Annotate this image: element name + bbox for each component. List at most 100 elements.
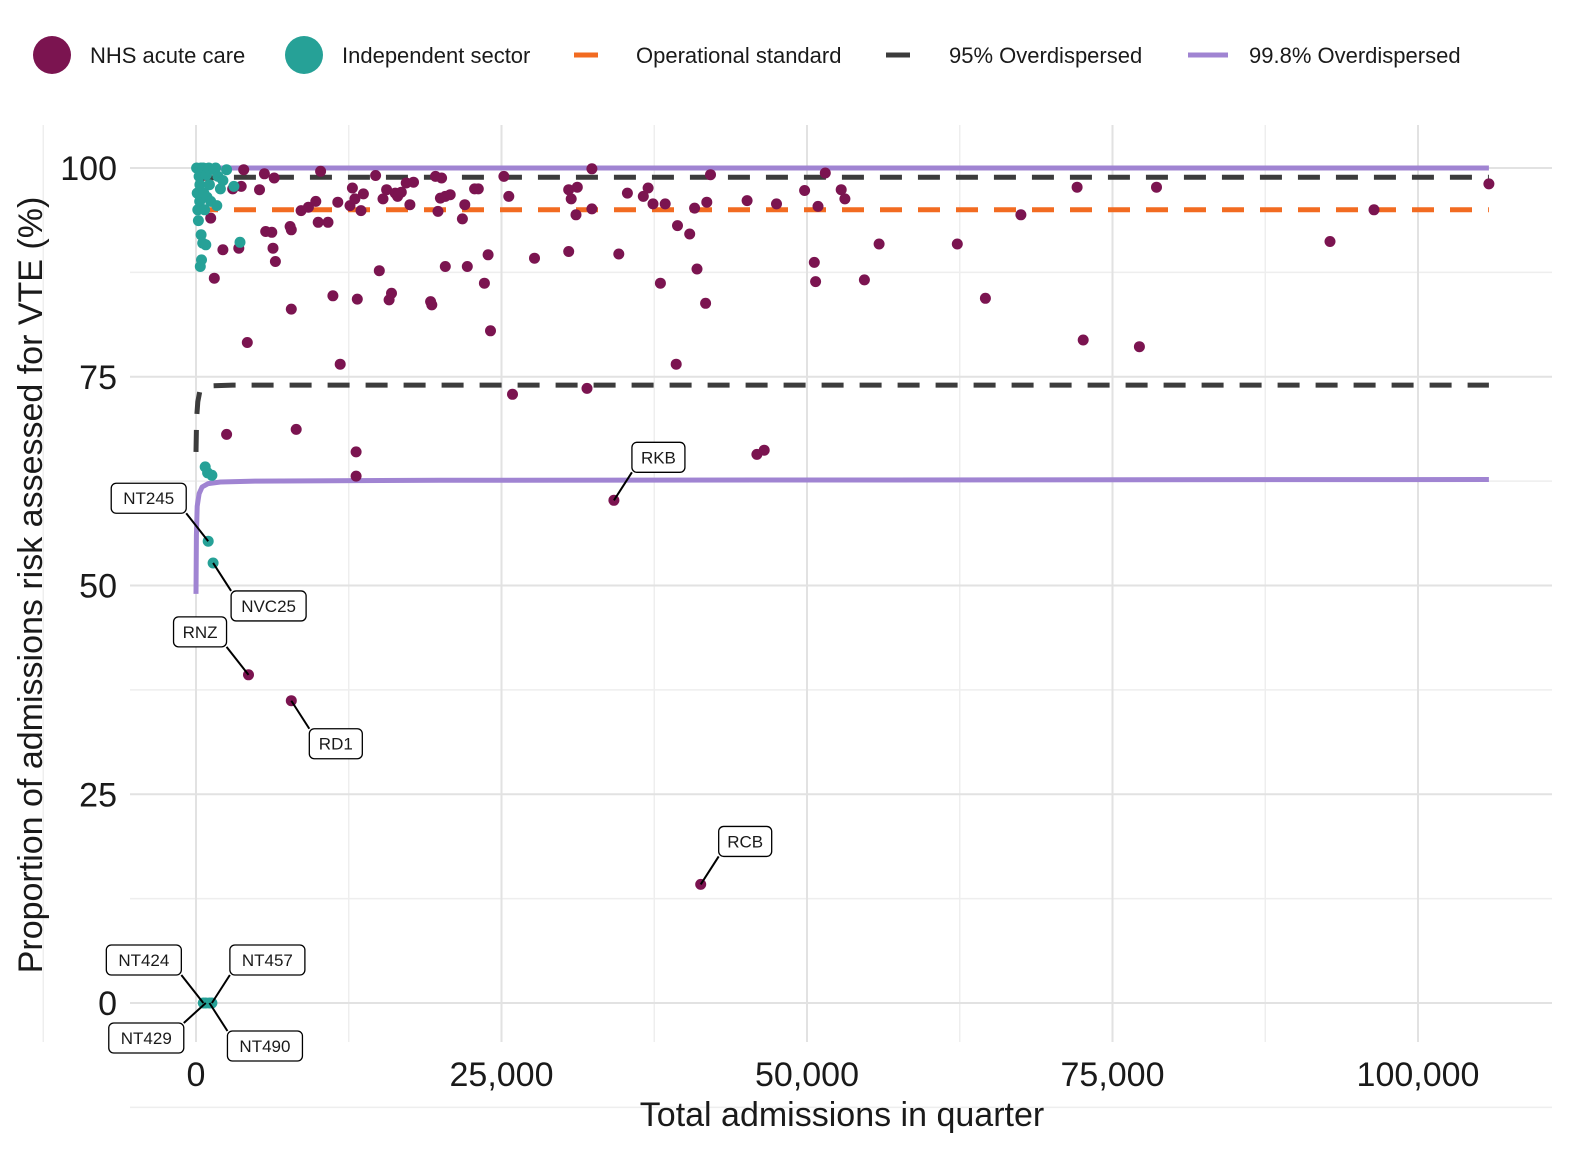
data-point-nhs-acute-care bbox=[1071, 181, 1083, 193]
data-point-nhs-acute-care bbox=[1151, 181, 1162, 193]
data-point-nhs-acute-care bbox=[426, 299, 438, 311]
annotations: NT245 NVC25 RNZ RD1 RKB RCB NT424 NT457 NT429 NT4… bbox=[105, 441, 773, 1062]
data-point-nhs-acute-care bbox=[1077, 334, 1089, 346]
data-point-nhs-acute-care bbox=[485, 325, 496, 337]
data-point-nhs-acute-care bbox=[254, 184, 265, 196]
annotation-leader-line bbox=[208, 1002, 229, 1032]
annotation-box bbox=[172, 616, 228, 648]
annotation-leader-line bbox=[183, 1002, 207, 1024]
annotation-label: NVC25 bbox=[241, 597, 296, 616]
data-point-independent-sector bbox=[221, 164, 233, 176]
data-point-nhs-acute-care bbox=[858, 274, 870, 286]
data-point-nhs-acute-care bbox=[439, 261, 451, 272]
data-point-nhs-acute-care bbox=[571, 181, 583, 193]
data-point-nhs-acute-care bbox=[436, 172, 448, 184]
data-point-nhs-acute-care bbox=[404, 199, 416, 211]
data-point-nhs-acute-care bbox=[217, 244, 229, 256]
annotation-leader-line bbox=[290, 700, 311, 730]
data-point-nhs-acute-care bbox=[689, 202, 701, 214]
x-tick-label: 75,000 bbox=[1061, 1056, 1165, 1094]
legend-label: 95% Overdispersed bbox=[949, 43, 1142, 68]
data-point-nhs-acute-care bbox=[373, 265, 385, 277]
annotation-leader-line bbox=[212, 562, 232, 592]
data-point-nhs-acute-care bbox=[355, 205, 367, 217]
annotation-leader-line bbox=[699, 855, 720, 885]
data-point-independent-sector bbox=[234, 236, 246, 248]
data-point-independent-sector bbox=[199, 204, 211, 216]
data-point-nhs-acute-care bbox=[570, 209, 582, 221]
data-point-nhs-acute-care bbox=[349, 193, 361, 205]
annotation-box bbox=[226, 1030, 304, 1062]
annotation-label: RNZ bbox=[183, 623, 218, 642]
data-point-nhs-acute-care bbox=[771, 198, 782, 210]
data-point-independent-sector bbox=[211, 200, 223, 212]
reference-line-95-overdispersed bbox=[195, 174, 1489, 182]
y-tick-label: 100 bbox=[60, 150, 117, 188]
legend-label: NHS acute care bbox=[90, 43, 245, 68]
data-point-independent-sector bbox=[195, 229, 207, 241]
data-point-nhs-acute-care bbox=[285, 224, 297, 236]
annotation-box bbox=[105, 944, 182, 976]
data-point-nhs-acute-care bbox=[302, 201, 314, 213]
data-point-nhs-acute-care bbox=[659, 198, 671, 210]
data-point-nhs-acute-care bbox=[381, 184, 393, 196]
x-tick-label: 100,000 bbox=[1357, 1056, 1480, 1094]
data-point-nhs-acute-care bbox=[1483, 178, 1495, 190]
annotation-label: NT457 bbox=[242, 951, 293, 970]
data-point-nhs-acute-care bbox=[285, 695, 297, 707]
annotation-leader-line bbox=[185, 512, 210, 542]
annotation-label: NT424 bbox=[118, 951, 169, 970]
legend-swatch-point bbox=[33, 36, 71, 74]
data-point-nhs-acute-care bbox=[267, 242, 279, 254]
x-tick-label: 50,000 bbox=[755, 1056, 859, 1094]
data-point-nhs-acute-care bbox=[586, 203, 598, 215]
y-tick-label: 25 bbox=[79, 776, 117, 814]
data-point-nhs-acute-care bbox=[529, 252, 540, 264]
y-tick-label: 75 bbox=[79, 359, 117, 397]
data-point-nhs-acute-care bbox=[581, 382, 593, 394]
data-point-nhs-acute-care bbox=[456, 213, 468, 225]
data-point-nhs-acute-care bbox=[315, 165, 327, 177]
data-point-nhs-acute-care bbox=[334, 358, 346, 370]
data-point-nhs-acute-care bbox=[701, 196, 713, 208]
annotation-box bbox=[110, 482, 187, 514]
data-point-nhs-acute-care bbox=[839, 193, 851, 205]
data-point-nhs-acute-care bbox=[205, 212, 217, 224]
data-point-nhs-acute-care bbox=[563, 246, 575, 257]
data-point-nhs-acute-care bbox=[459, 199, 471, 211]
data-point-nhs-acute-care bbox=[408, 176, 419, 188]
data-point-nhs-acute-care bbox=[346, 182, 358, 194]
data-point-nhs-acute-care bbox=[332, 196, 344, 208]
data-point-nhs-acute-care bbox=[350, 470, 362, 482]
data-point-independent-sector bbox=[203, 179, 215, 191]
data-point-nhs-acute-care bbox=[758, 444, 770, 456]
data-point-nhs-acute-care bbox=[268, 172, 280, 184]
data-point-nhs-acute-care bbox=[647, 198, 659, 210]
data-point-nhs-acute-care bbox=[208, 272, 220, 284]
data-point-independent-sector bbox=[206, 469, 218, 481]
reference-line-99-8-overdispersed bbox=[193, 477, 1489, 594]
data-point-nhs-acute-care bbox=[672, 220, 683, 232]
data-point-nhs-acute-care bbox=[563, 184, 575, 196]
data-point-nhs-acute-care bbox=[377, 193, 389, 205]
data-point-nhs-acute-care bbox=[670, 358, 682, 370]
data-point-nhs-acute-care bbox=[691, 263, 703, 275]
data-point-nhs-acute-care bbox=[613, 248, 625, 260]
y-tick-label: 50 bbox=[79, 568, 117, 606]
data-point-nhs-acute-care bbox=[241, 337, 253, 348]
data-point-nhs-acute-care bbox=[1015, 209, 1027, 221]
data-point-nhs-acute-care bbox=[498, 170, 510, 182]
data-point-nhs-acute-care bbox=[322, 216, 334, 228]
data-point-nhs-acute-care bbox=[472, 183, 484, 195]
data-point-nhs-acute-care bbox=[221, 428, 233, 440]
data-point-nhs-acute-care bbox=[478, 277, 490, 289]
data-point-nhs-acute-care bbox=[327, 290, 339, 302]
data-point-nhs-acute-care bbox=[386, 287, 397, 299]
data-point-independent-sector bbox=[196, 254, 207, 266]
x-tick-label: 25,000 bbox=[450, 1056, 554, 1094]
data-point-nhs-acute-care bbox=[350, 446, 362, 458]
annotation-label: RKB bbox=[641, 448, 676, 467]
data-point-nhs-acute-care bbox=[312, 216, 324, 228]
